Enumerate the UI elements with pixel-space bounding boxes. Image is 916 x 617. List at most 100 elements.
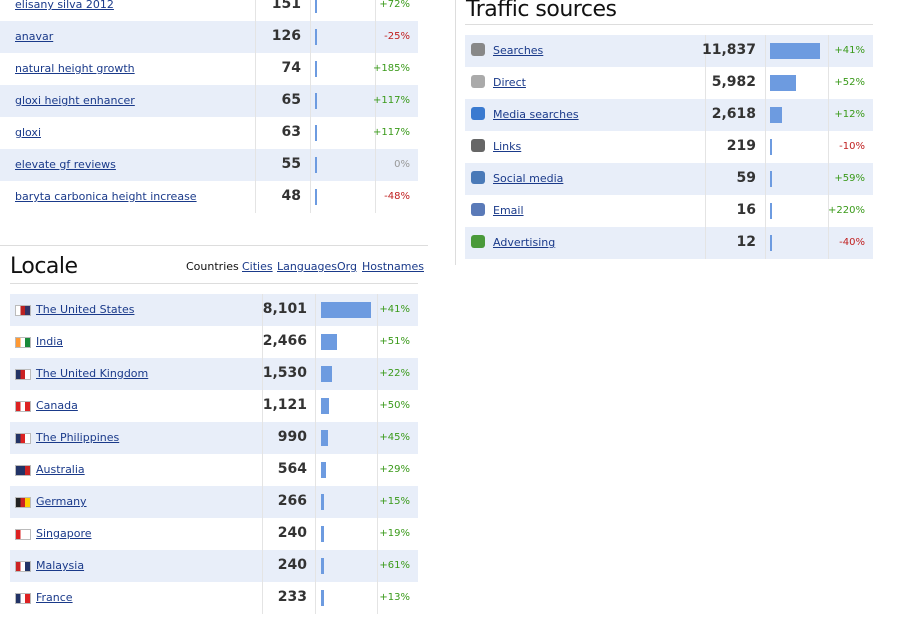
row-bg [465,163,873,195]
flag [15,369,31,380]
visits-bar [315,0,318,13]
change: +12% [834,109,865,120]
source-icon [471,75,485,88]
column-sep [705,227,706,259]
row-link[interactable]: gloxi [15,126,41,139]
change: +13% [379,592,410,603]
flag [15,593,31,604]
column-sep [315,358,316,390]
column-sep [828,195,829,227]
visits: 2,466 [262,333,307,349]
column-sep [375,181,376,213]
column-sep [262,582,263,614]
column-sep [262,390,263,422]
visits: 240 [277,525,307,541]
row-link[interactable]: Media searches [493,108,579,121]
column-sep [255,85,256,117]
row-link[interactable]: gloxi height enhancer [15,94,135,107]
change: +50% [379,400,410,411]
row-link[interactable]: The United States [36,303,135,316]
visits: 8,101 [262,301,307,317]
column-sep [377,486,378,518]
divider [0,245,428,246]
column-sep [255,149,256,181]
column-sep [315,390,316,422]
row-link[interactable]: Malaysia [36,559,85,572]
divider [455,0,456,265]
change: +41% [379,304,410,315]
visits-bar [770,43,820,59]
locale-tab[interactable]: Countries [186,260,239,273]
column-sep [315,550,316,582]
row-bg [10,550,418,582]
change: -25% [384,31,410,42]
column-sep [262,486,263,518]
row-link[interactable]: Direct [493,76,526,89]
change: -10% [839,141,865,152]
source-icon [471,235,485,248]
locale-tab[interactable]: Languages [277,260,338,273]
change: +22% [379,368,410,379]
column-sep [765,131,766,163]
row-link[interactable]: The United Kingdom [36,367,149,380]
change: +29% [379,464,410,475]
flag [15,529,31,540]
row-link[interactable]: Advertising [493,236,556,249]
locale-tab[interactable]: Org [337,260,357,273]
column-sep [765,195,766,227]
row-link[interactable]: The Philippines [36,431,120,444]
visits-bar [321,494,325,510]
column-sep [262,358,263,390]
row-link[interactable]: Links [493,140,522,153]
row-link[interactable]: Australia [36,463,85,476]
column-sep [255,181,256,213]
row-link[interactable]: anavar [15,30,54,43]
row-link[interactable]: Germany [36,495,87,508]
row-link[interactable]: Singapore [36,527,92,540]
row-bg [465,227,873,259]
row-link[interactable]: Canada [36,399,78,412]
column-sep [310,0,311,21]
column-sep [377,422,378,454]
visits: 48 [281,188,301,204]
visits: 65 [281,92,301,108]
column-sep [377,454,378,486]
visits-bar [770,171,772,187]
visits: 1,530 [262,365,307,381]
locale-tab[interactable]: Cities [242,260,273,273]
flag [15,337,31,348]
row-link[interactable]: France [36,591,73,604]
locale-tab[interactable]: Hostnames [362,260,424,273]
column-sep [375,21,376,53]
column-sep [705,195,706,227]
column-sep [375,85,376,117]
visits-bar [315,93,317,109]
visits-bar [321,366,332,382]
row-link[interactable]: natural height growth [15,62,135,75]
traffic-title: Traffic sources [466,0,617,22]
change: +51% [379,336,410,347]
visits: 11,837 [701,42,756,58]
row-link[interactable]: elisany silva 2012 [15,0,114,11]
column-sep [310,53,311,85]
source-icon [471,139,485,152]
column-sep [315,582,316,614]
column-sep [705,67,706,99]
change: +220% [828,205,865,216]
visits: 63 [281,124,301,140]
column-sep [828,163,829,195]
change: +61% [379,560,410,571]
change: +59% [834,173,865,184]
row-link[interactable]: Social media [493,172,564,185]
source-icon [471,203,485,216]
row-link[interactable]: baryta carbonica height increase [15,190,197,203]
row-link[interactable]: Email [493,204,524,217]
visits: 59 [736,170,756,186]
column-sep [705,163,706,195]
row-link[interactable]: elevate gf reviews [15,158,116,171]
column-sep [377,358,378,390]
row-link[interactable]: Searches [493,44,544,57]
source-icon [471,171,485,184]
change: +117% [373,95,410,106]
row-link[interactable]: India [36,335,63,348]
